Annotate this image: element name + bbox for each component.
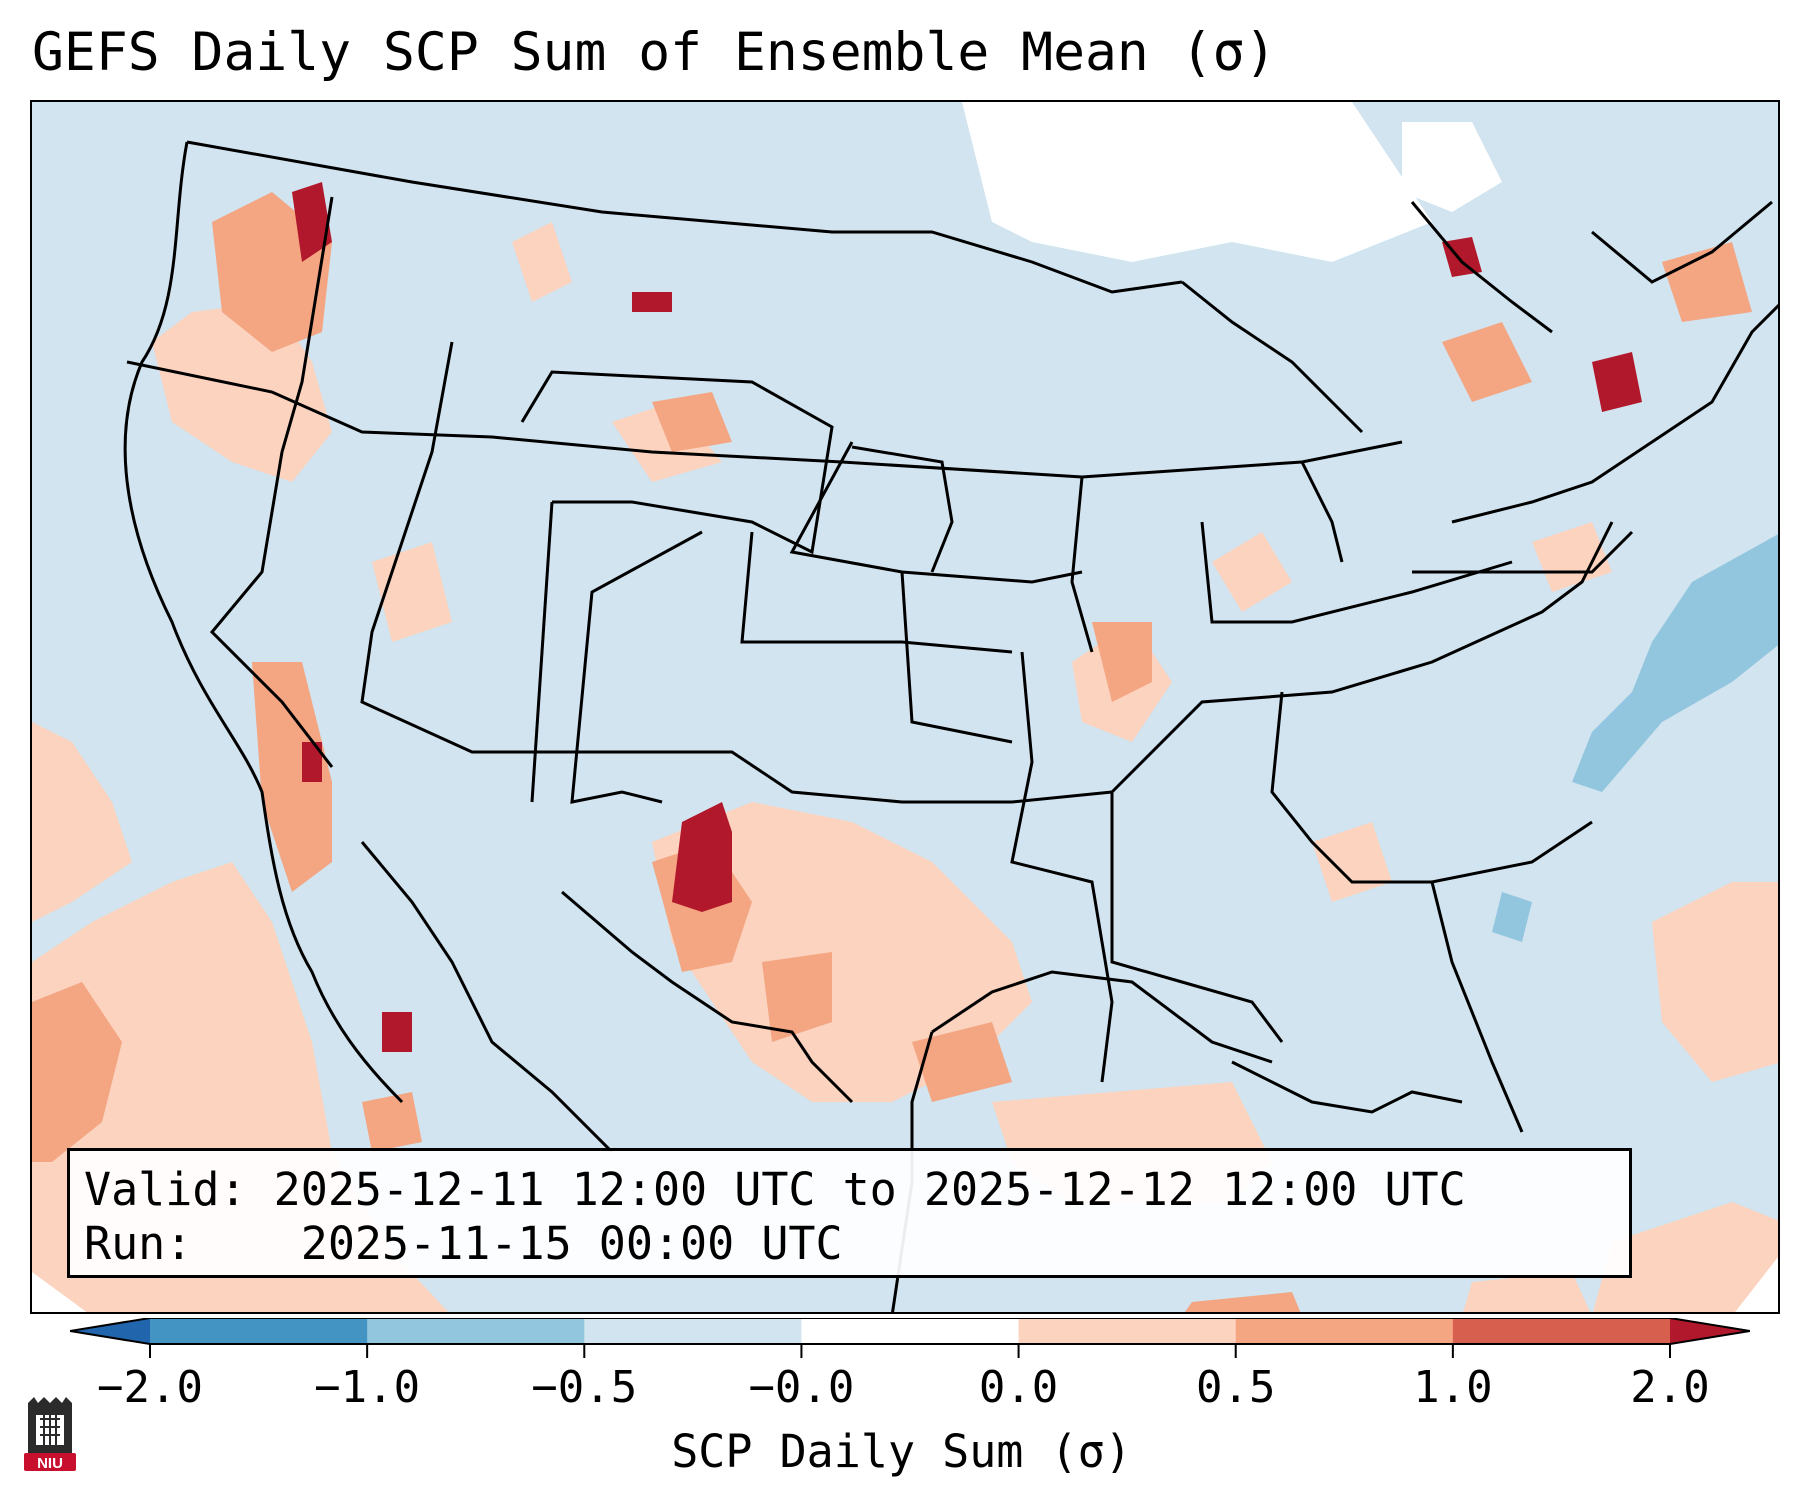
colorbar-extend-high <box>1670 1318 1750 1344</box>
colorbar-tick-label: 0.5 <box>1195 1362 1276 1413</box>
map-title: GEFS Daily SCP Sum of Ensemble Mean (σ) <box>32 22 1277 83</box>
valid-line: Valid: 2025-12-11 12:00 UTC to 2025-12-1… <box>84 1163 1615 1217</box>
colorbar-segment <box>1452 1318 1671 1344</box>
colorbar-segment <box>801 1318 1020 1344</box>
colorbar-label: SCP Daily Sum (σ) <box>671 1425 1132 1478</box>
projection-corner <box>32 1272 87 1312</box>
valid-value: 2025-12-11 12:00 UTC to 2025-12-12 12:00… <box>273 1163 1466 1216</box>
colorbar-segment <box>584 1318 802 1344</box>
valid-run-info-box: Valid: 2025-12-11 12:00 UTC to 2025-12-1… <box>67 1148 1632 1278</box>
colorbar-segment <box>150 1318 368 1344</box>
colorbar-tick-label: −2.0 <box>97 1362 203 1413</box>
run-value: 2025-11-15 00:00 UTC <box>300 1217 843 1270</box>
colorbar-tick-label: −0.5 <box>531 1362 638 1413</box>
colorbar-tick-label: 1.0 <box>1413 1362 1493 1413</box>
valid-label: Valid: <box>84 1163 247 1216</box>
map-panel <box>30 100 1780 1314</box>
negative-field <box>1492 534 1778 942</box>
colorbar <box>70 1318 1750 1358</box>
university-logo-icon: NIU <box>24 1397 76 1472</box>
colorbar-extend-low <box>70 1318 150 1344</box>
boundaries <box>123 140 1778 1312</box>
projection-corner <box>1735 1257 1778 1312</box>
colorbar-segment <box>1018 1318 1237 1344</box>
anomaly-field-medium <box>32 192 1752 1312</box>
colorbar-tick-label: 2.0 <box>1630 1362 1710 1413</box>
map-canvas <box>32 102 1778 1312</box>
run-line: Run: 2025-11-15 00:00 UTC <box>84 1217 1615 1271</box>
run-label: Run: <box>84 1217 193 1270</box>
colorbar-tick-label: 0.0 <box>978 1362 1059 1413</box>
colorbar-tick-label: −0.0 <box>748 1362 855 1413</box>
colorbar-tick-label: −1.0 <box>314 1362 421 1413</box>
canada-neutral-field <box>962 102 1502 262</box>
colorbar-segment <box>367 1318 585 1344</box>
colorbar-segment <box>1235 1318 1454 1344</box>
logo-text: NIU <box>37 1455 63 1472</box>
